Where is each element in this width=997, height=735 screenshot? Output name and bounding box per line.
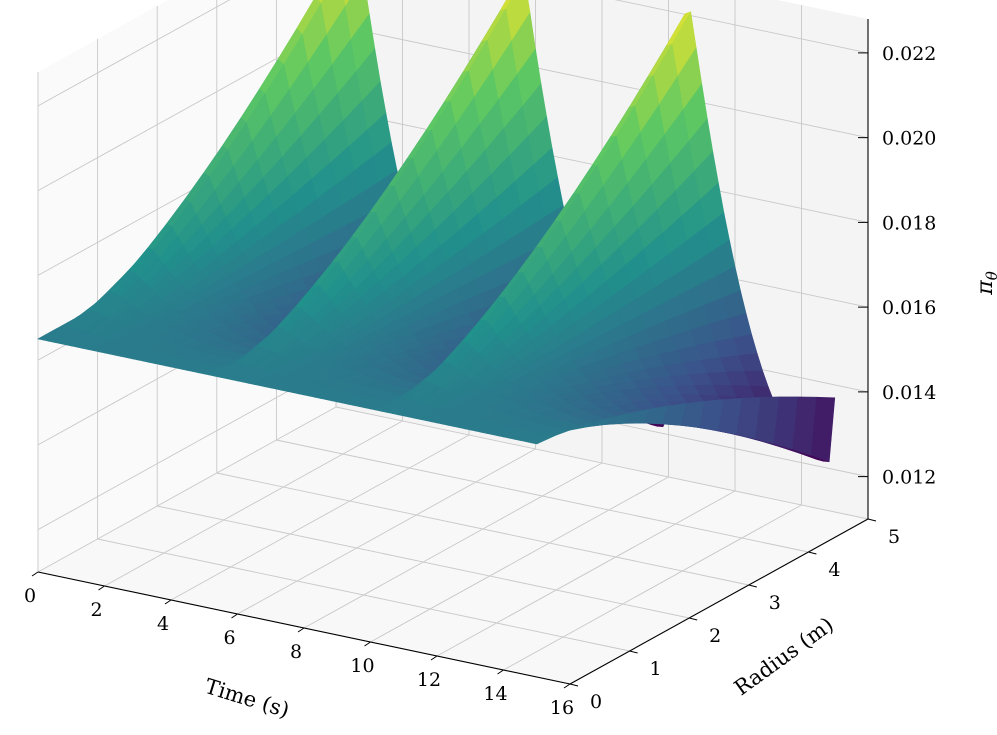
z-tick-label: 0.018 bbox=[882, 212, 936, 234]
z-tick-label: 0.012 bbox=[882, 467, 936, 489]
grid-line bbox=[237, 448, 536, 615]
grid-line bbox=[436, 490, 736, 657]
grid-line bbox=[97, 538, 630, 652]
y-tick bbox=[569, 683, 579, 687]
grid-line bbox=[370, 476, 669, 643]
x-tick-label: 2 bbox=[90, 599, 102, 621]
grid-line bbox=[170, 434, 470, 601]
z-axis-label-symbol: π bbox=[973, 280, 997, 296]
grid-line bbox=[37, 0, 231, 107]
grid-line bbox=[335, 25, 869, 139]
z-tick-label: 0.020 bbox=[882, 128, 936, 150]
x-tick bbox=[364, 641, 371, 647]
z-axis-label-subscript: θ bbox=[983, 271, 997, 280]
y-axis-line bbox=[569, 518, 869, 685]
x-tick-label: 6 bbox=[223, 627, 235, 649]
y-tick bbox=[867, 518, 877, 522]
x-tick bbox=[297, 627, 305, 633]
x-axis-ticks: 0 2 4 6 8 10 12 14 16 bbox=[24, 571, 574, 719]
grid-line bbox=[37, 364, 337, 531]
x-tick bbox=[31, 571, 39, 577]
y-tick bbox=[748, 584, 757, 588]
x-tick bbox=[430, 655, 438, 661]
x-tick-label: 8 bbox=[290, 641, 302, 663]
z-tick-label: 0.022 bbox=[882, 43, 936, 65]
x-tick-label: 12 bbox=[417, 669, 441, 691]
grid-line bbox=[157, 505, 690, 619]
z-tick-label: 0.014 bbox=[882, 382, 936, 404]
y-tick bbox=[808, 551, 817, 555]
x-tick bbox=[164, 599, 172, 605]
grid-line bbox=[335, 406, 869, 520]
x-axis-label: Time (s) bbox=[202, 674, 292, 722]
y-tick-label: 5 bbox=[888, 526, 900, 548]
surface-patch bbox=[530, 434, 556, 445]
y-tick bbox=[629, 650, 638, 654]
x-tick-label: 10 bbox=[350, 655, 374, 677]
y-tick bbox=[689, 617, 698, 621]
surface bbox=[37, 0, 836, 463]
y-tick-label: 1 bbox=[650, 658, 662, 680]
y-tick-label: 0 bbox=[590, 691, 602, 713]
z-axis-label: πθ bbox=[973, 271, 997, 296]
grid-line bbox=[37, 406, 337, 573]
x-tick bbox=[231, 613, 238, 619]
x-tick bbox=[563, 683, 571, 689]
x-tick bbox=[98, 585, 105, 591]
grid-line bbox=[503, 504, 802, 671]
x-tick-label: 4 bbox=[157, 613, 169, 635]
x-tick bbox=[497, 669, 504, 675]
grid-line bbox=[104, 420, 403, 587]
y-axis-label: Radius (m) bbox=[730, 612, 838, 700]
grid-line bbox=[216, 472, 749, 586]
y-tick-label: 3 bbox=[769, 592, 781, 614]
svg-text:πθ: πθ bbox=[973, 271, 997, 296]
x-tick-label: 14 bbox=[483, 683, 507, 705]
y-tick-label: 4 bbox=[828, 559, 840, 581]
grid-line bbox=[303, 462, 603, 629]
y-axis-ticks: 0 1 2 3 4 5 bbox=[569, 518, 900, 713]
z-tick-label: 0.016 bbox=[882, 297, 936, 319]
y-tick-label: 2 bbox=[709, 625, 721, 647]
grid-line bbox=[276, 439, 809, 553]
x-tick-label: 0 bbox=[24, 585, 36, 607]
x-tick-label: 16 bbox=[550, 697, 574, 719]
z-axis-ticks: 0.012 0.014 0.016 0.018 0.020 0.022 bbox=[858, 43, 936, 489]
grid-line bbox=[614, 0, 869, 54]
